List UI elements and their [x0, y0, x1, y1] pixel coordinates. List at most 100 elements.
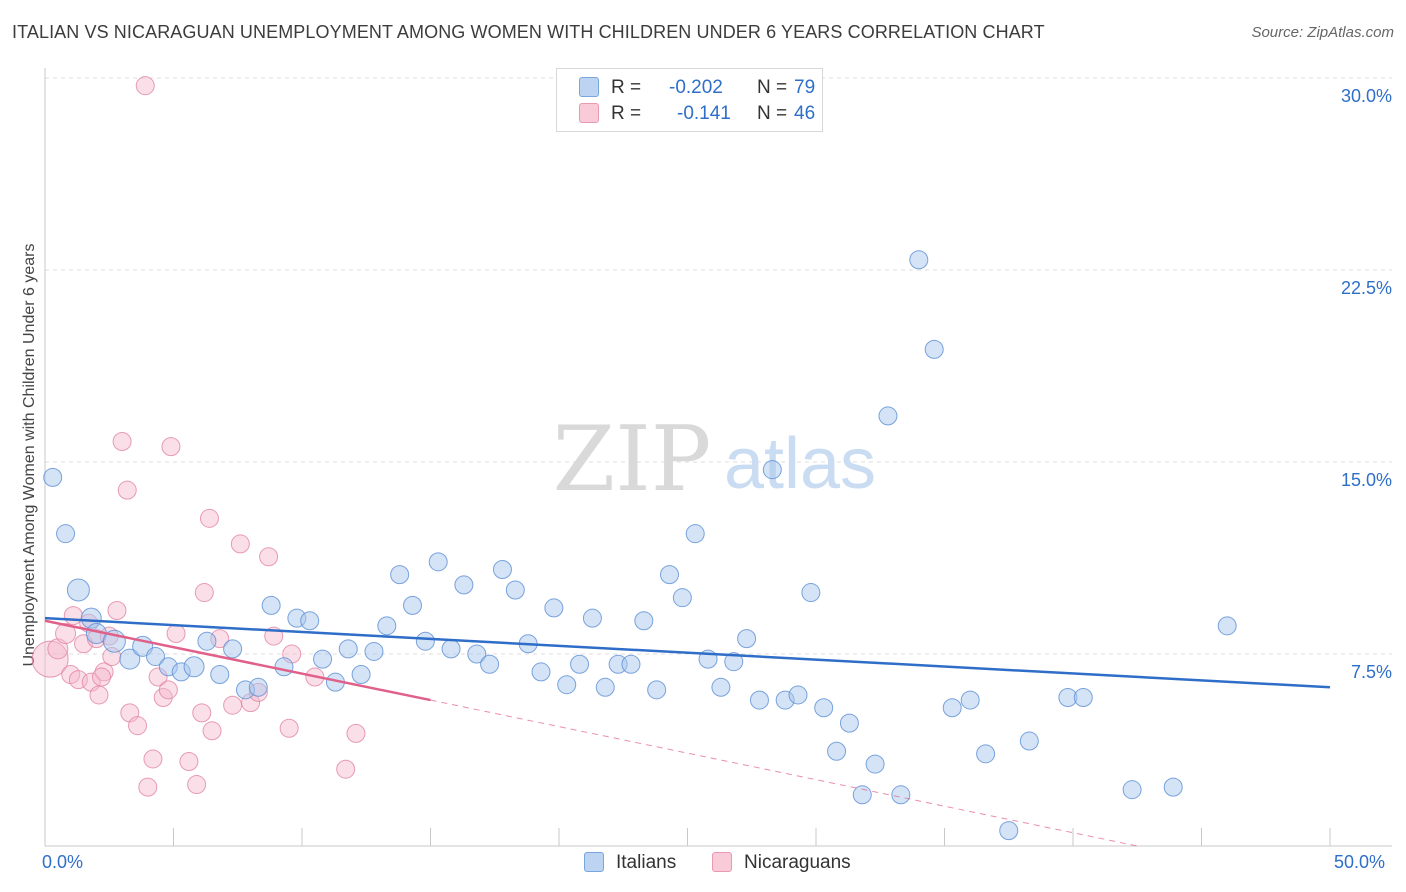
italians-point: [1073, 688, 1093, 708]
italians-point: [960, 690, 980, 710]
italians-point: [942, 698, 962, 718]
nicaraguans-point: [223, 695, 243, 715]
italians-point: [377, 616, 397, 636]
italians-point: [313, 649, 333, 669]
italians-point: [647, 680, 667, 700]
nicaraguans-points: [31, 76, 366, 797]
italians-point: [248, 677, 268, 697]
italians-point: [415, 631, 435, 651]
italians-point: [390, 565, 410, 585]
nicaraguans-point: [31, 640, 69, 678]
italians-point: [441, 639, 461, 659]
italians-points: [43, 250, 1237, 841]
italians-point: [634, 611, 654, 631]
x-tick-min: 0.0%: [42, 852, 84, 872]
nicaraguans-point: [192, 703, 212, 723]
nicaraguans-point: [89, 685, 109, 705]
nicaraguans-r-value: -0.141: [677, 103, 731, 124]
italians-point: [300, 611, 320, 631]
italians-point: [557, 675, 577, 695]
italians-r-value: -0.202: [669, 77, 723, 98]
italians-point: [924, 339, 944, 359]
italians-point: [1122, 780, 1142, 800]
italians-point: [223, 639, 243, 659]
nicaraguans-legend-label: Nicaraguans: [744, 852, 851, 873]
nicaraguans-swatch: [579, 103, 599, 123]
nicaraguans-point: [117, 480, 137, 500]
italians-point: [43, 467, 63, 487]
italians-point: [146, 647, 166, 667]
nicaraguans-legend-swatch: [712, 852, 732, 872]
nicaraguans-point: [107, 600, 127, 620]
italians-point: [1163, 777, 1183, 797]
x-tick-max: 50.0%: [1334, 852, 1386, 872]
italians-n-label: N =: [757, 77, 788, 98]
nicaraguans-point: [202, 721, 222, 741]
italians-point: [183, 656, 205, 678]
italians-point: [531, 662, 551, 682]
italians-point: [119, 648, 141, 670]
italians-r-label: R =: [611, 77, 642, 98]
y-tick-label: 15.0%: [1340, 470, 1392, 490]
nicaraguans-point: [94, 662, 114, 682]
nicaraguans-point: [135, 76, 155, 96]
italians-point: [711, 677, 731, 697]
italians-point: [672, 588, 692, 608]
y-tick-label: 30.0%: [1340, 86, 1392, 106]
nicaraguans-point: [143, 749, 163, 769]
italians-point: [621, 654, 641, 674]
nicaraguans-point: [47, 638, 69, 660]
italians-point: [976, 744, 996, 764]
italians-point: [724, 652, 744, 672]
italians-point: [428, 552, 448, 572]
italians-point: [891, 785, 911, 805]
watermark: ZIP atlas: [553, 407, 876, 512]
italians-point: [827, 741, 847, 761]
italians-n-value: 79: [794, 77, 816, 98]
axes: [44, 68, 1392, 847]
watermark-zip: ZIP: [553, 407, 712, 512]
italians-point: [999, 821, 1019, 841]
nicaraguans-point: [187, 775, 207, 795]
italians-legend-label: Italians: [616, 852, 677, 873]
nicaraguans-point: [336, 759, 356, 779]
italians-point: [351, 664, 371, 684]
correlation-legend: R = -0.202 N = 79 R = -0.141 N = 46: [556, 68, 823, 132]
italians-point: [1019, 731, 1039, 751]
italians-point: [261, 595, 281, 615]
y-tick-label: 22.5%: [1340, 278, 1392, 298]
italians-point: [801, 583, 821, 603]
italians-point: [467, 644, 487, 664]
italians-point: [364, 641, 384, 661]
nicaraguans-trend-extension: [430, 699, 1138, 847]
nicaraguans-point: [179, 752, 199, 772]
nicaraguans-n-value: 46: [794, 103, 816, 124]
italians-point: [788, 685, 808, 705]
nicaraguans-point: [158, 680, 178, 700]
italians-point: [737, 629, 757, 649]
italians-point: [852, 785, 872, 805]
y-tick-label: 7.5%: [1350, 662, 1392, 682]
italians-point: [338, 639, 358, 659]
nicaraguans-point: [199, 508, 219, 528]
italians-point: [505, 580, 525, 600]
italians-point: [1217, 616, 1237, 636]
italians-point: [570, 654, 590, 674]
italians-trend-line: [44, 616, 1331, 689]
nicaraguans-point: [346, 723, 366, 743]
chart-title: ITALIAN VS NICARAGUAN UNEMPLOYMENT AMONG…: [12, 22, 1045, 42]
italians-point: [865, 754, 885, 774]
nicaraguans-trend-line: [44, 619, 431, 702]
source-label: Source: ZipAtlas.com: [1251, 24, 1394, 41]
italians-point: [403, 595, 423, 615]
trend-lines: [44, 616, 1331, 847]
nicaraguans-r-label: R =: [611, 103, 642, 124]
italians-point: [839, 713, 859, 733]
nicaraguans-point: [161, 437, 181, 457]
italians-point: [878, 406, 898, 426]
nicaraguans-n-label: N =: [757, 103, 788, 124]
italians-point: [685, 524, 705, 544]
italians-point: [544, 598, 564, 618]
italians-point: [749, 690, 769, 710]
